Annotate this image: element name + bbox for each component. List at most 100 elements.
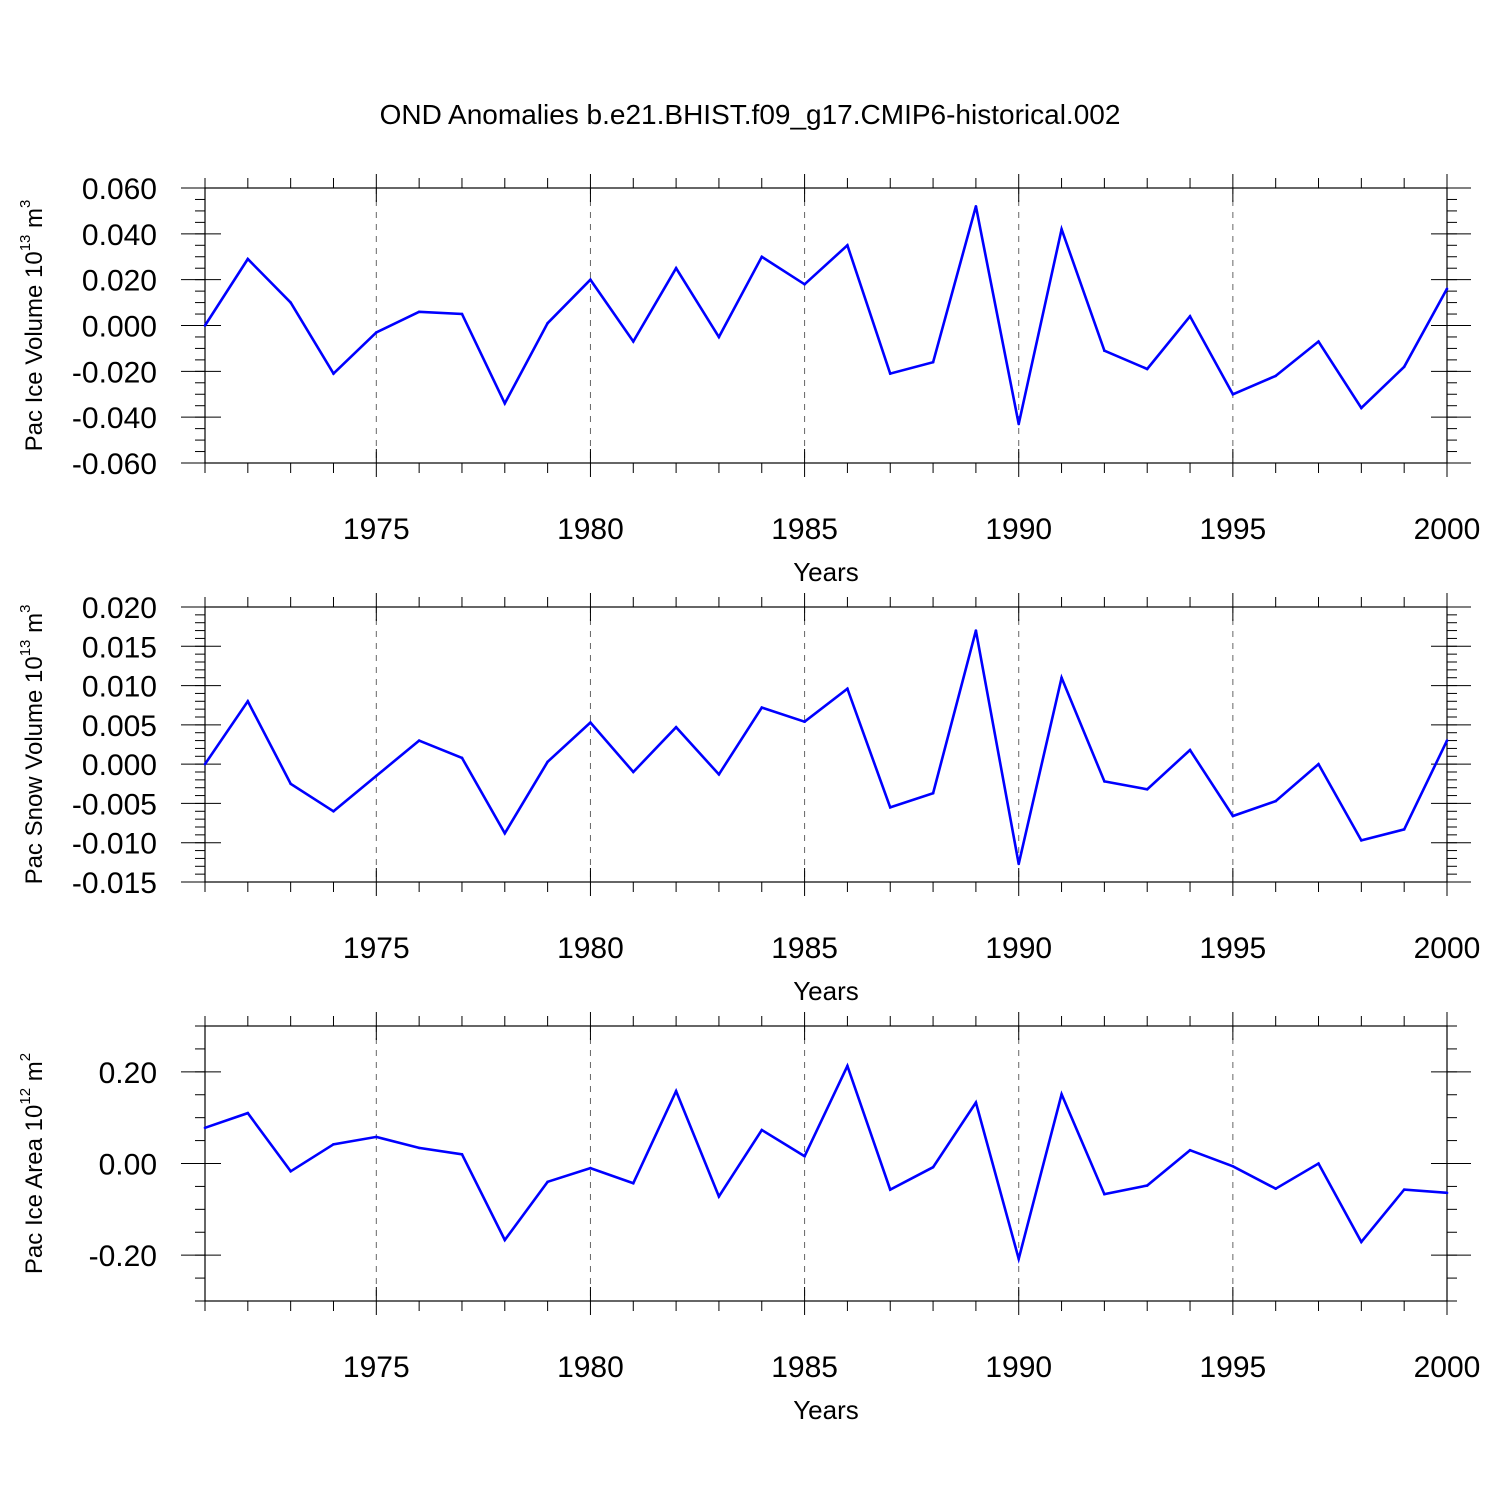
data-point — [417, 310, 421, 314]
data-point — [203, 762, 207, 766]
y-tick-label: 0.020 — [82, 592, 157, 625]
data-point — [846, 243, 849, 247]
data-point — [631, 1181, 635, 1185]
data-point — [1017, 1257, 1021, 1261]
data-point — [460, 312, 464, 316]
data-point — [460, 756, 464, 760]
data-point — [631, 340, 635, 343]
data-point — [375, 774, 378, 778]
data-point — [1231, 1164, 1235, 1168]
data-point — [1402, 828, 1406, 831]
data-point — [589, 1166, 592, 1170]
x-axis-label: Years — [793, 557, 859, 587]
data-point — [332, 372, 335, 375]
data-point — [589, 721, 592, 724]
y-tick-label: 0.040 — [82, 219, 157, 252]
data-point — [717, 773, 721, 776]
data-point — [203, 1126, 207, 1130]
data-point — [375, 1135, 378, 1139]
data-point — [1445, 1191, 1449, 1195]
panel-2: -0.015 -0.010 -0.005 0.000 0.005 0.010 0.015 0.… — [17, 592, 1480, 1006]
data-point — [246, 257, 250, 261]
data-point — [931, 791, 935, 795]
plot-frame — [204, 606, 1448, 883]
x-tick-label: 1995 — [1199, 1351, 1266, 1384]
data-point — [717, 335, 721, 339]
x-tick-label: 1975 — [343, 932, 410, 965]
data-point — [1060, 676, 1063, 680]
y-tick-label: -0.040 — [72, 402, 157, 435]
data-point — [546, 1180, 549, 1184]
x-tick-label: 1980 — [557, 932, 624, 965]
y-tick-label: -0.005 — [72, 788, 157, 821]
y-tick-label: 0.000 — [82, 311, 157, 344]
data-point — [674, 1089, 678, 1093]
panel-3: -0.20 0.00 0.20 1975 1980 1985 1990 1995 2000 Yea… — [17, 1012, 1480, 1425]
series-line — [203, 630, 1449, 865]
x-axis-label: Years — [793, 1395, 859, 1425]
data-point — [1060, 227, 1063, 231]
x-tick-label: 1990 — [985, 513, 1052, 546]
data-point — [888, 806, 892, 809]
data-point — [1360, 1240, 1363, 1244]
data-point — [760, 255, 764, 259]
y-tick-label: -0.20 — [89, 1240, 157, 1273]
x-tick-label: 1975 — [343, 1351, 410, 1384]
chart-title: OND Anomalies b.e21.BHIST.f09_g17.CMIP6-… — [380, 99, 1121, 130]
x-tick-label: 1995 — [1199, 932, 1266, 965]
plot-frame — [204, 1025, 1448, 1302]
y-tick-label: 0.00 — [99, 1149, 157, 1182]
series-line — [203, 205, 1449, 425]
y-tick-label: 0.20 — [99, 1057, 157, 1090]
data-point — [1360, 839, 1363, 842]
y-axis-label: Pac Snow Volume 1013 m3 — [17, 605, 48, 885]
y-tick-label: -0.015 — [72, 867, 157, 900]
data-point — [803, 720, 806, 724]
data-point — [1145, 367, 1149, 371]
data-point — [246, 1111, 250, 1115]
x-tick-label: 2000 — [1414, 1351, 1481, 1384]
data-point — [1231, 392, 1235, 396]
data-point — [1103, 1192, 1106, 1196]
data-point — [332, 809, 335, 813]
data-point — [203, 324, 207, 327]
x-tick-label: 1985 — [771, 513, 838, 546]
y-tick-label: 0.005 — [82, 710, 157, 743]
chart-panels: -0.060 -0.040 -0.020 0.000 0.020 0.040 0.060 19… — [17, 173, 1480, 1425]
data-point — [1274, 374, 1277, 378]
data-point — [1402, 365, 1406, 369]
x-tick-label: 1990 — [985, 932, 1052, 965]
data-point — [460, 1153, 464, 1156]
y-tick-label: 0.000 — [82, 749, 157, 782]
x-axis-label: Years — [793, 976, 859, 1006]
data-point — [289, 782, 292, 786]
data-point — [846, 687, 849, 691]
data-point — [803, 282, 806, 286]
data-point — [760, 706, 764, 709]
y-tick-label: 0.015 — [82, 631, 157, 664]
data-point — [546, 760, 549, 764]
data-point — [974, 205, 978, 208]
data-point — [846, 1064, 849, 1068]
x-tick-label: 2000 — [1414, 513, 1481, 546]
data-point — [717, 1195, 721, 1198]
data-point — [417, 1146, 421, 1150]
data-point — [289, 301, 292, 304]
data-point — [503, 1238, 507, 1242]
data-point — [1017, 862, 1021, 866]
y-tick-label: -0.010 — [72, 828, 157, 861]
data-point — [674, 266, 678, 270]
x-tick-label: 1985 — [771, 932, 838, 965]
data-point — [1188, 1148, 1192, 1152]
data-point — [503, 402, 507, 405]
data-point — [1145, 787, 1149, 791]
data-point — [1274, 799, 1277, 803]
data-point — [974, 1101, 978, 1104]
x-tick-label: 1980 — [557, 513, 624, 546]
data-point — [974, 629, 978, 632]
y-tick-label: 0.010 — [82, 671, 157, 704]
y-tick-label: 0.060 — [82, 173, 157, 206]
data-point — [546, 321, 549, 325]
y-axis-label: Pac Ice Area 1012 m2 — [17, 1053, 48, 1274]
